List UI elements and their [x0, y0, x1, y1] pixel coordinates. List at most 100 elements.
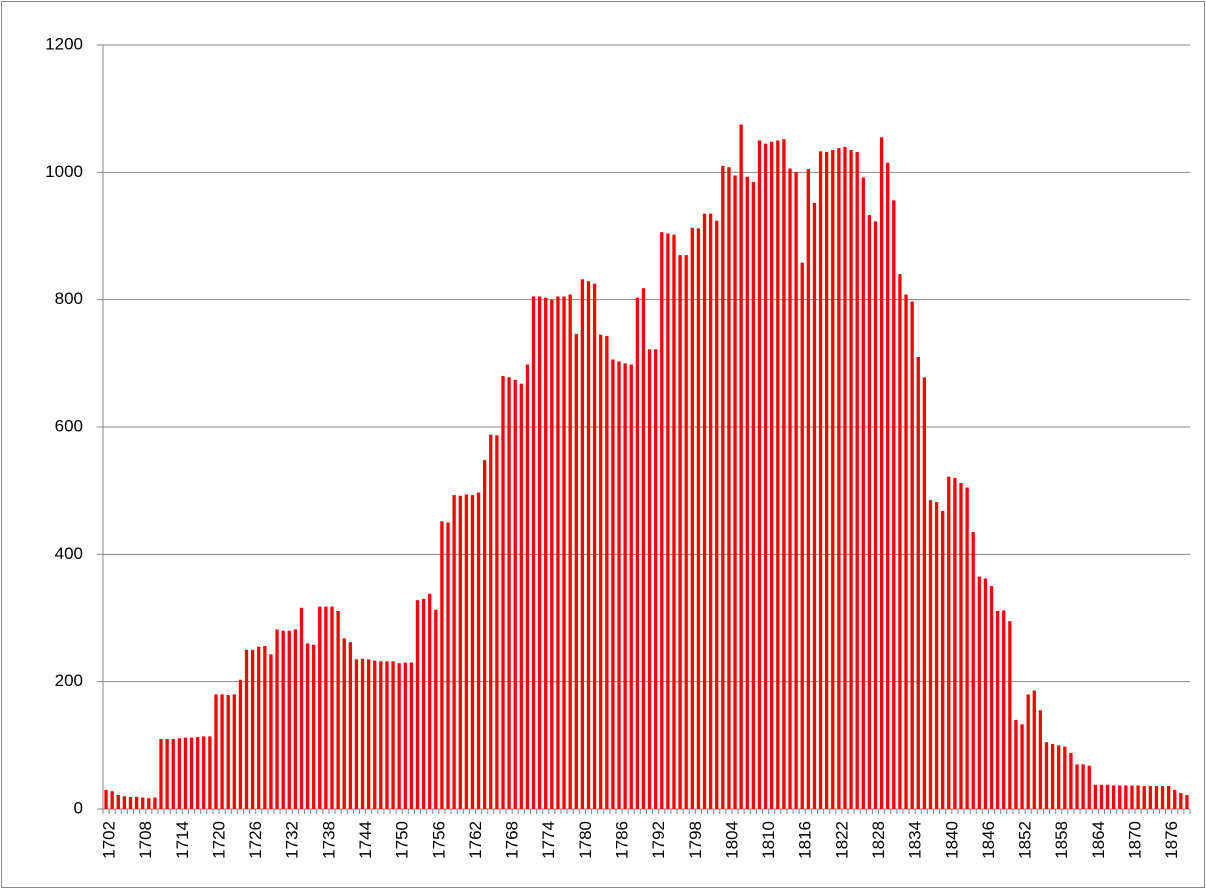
bar — [226, 695, 230, 809]
bar — [202, 736, 206, 809]
bar — [312, 644, 316, 809]
bar — [544, 297, 548, 809]
x-tick-label: 1840 — [942, 821, 961, 859]
x-tick-label: 1786 — [613, 821, 632, 859]
y-tick-label: 0 — [74, 798, 83, 817]
bar — [660, 232, 664, 809]
bar — [275, 629, 279, 809]
bar — [452, 495, 456, 809]
bar — [995, 610, 1000, 809]
bar — [403, 662, 407, 809]
bar — [354, 659, 359, 809]
bar — [635, 297, 639, 809]
bar — [1038, 710, 1043, 809]
bar — [476, 492, 481, 809]
x-tick-label: 1768 — [503, 821, 522, 859]
x-tick-label: 1870 — [1125, 821, 1144, 859]
x-tick-label: 1780 — [576, 821, 595, 859]
bar — [1118, 785, 1122, 809]
bar — [1112, 785, 1116, 809]
bar — [611, 359, 615, 809]
x-tick-label: 1816 — [796, 821, 815, 859]
bar — [1057, 745, 1061, 809]
x-tick-label: 1810 — [759, 821, 778, 859]
bar — [232, 694, 236, 809]
bar — [1173, 789, 1177, 809]
bar — [171, 738, 175, 809]
bar — [928, 500, 933, 809]
bar — [495, 435, 499, 809]
bar — [941, 511, 945, 809]
bar — [1093, 784, 1097, 809]
bar — [892, 200, 896, 809]
bar — [806, 169, 810, 809]
bar — [654, 349, 658, 809]
bar — [379, 661, 383, 809]
bar — [855, 151, 859, 809]
bar — [837, 148, 841, 809]
bar — [250, 649, 255, 809]
bar — [599, 334, 603, 809]
bar — [605, 335, 609, 809]
bar — [470, 495, 475, 809]
x-tick-label: 1852 — [1016, 821, 1035, 859]
bar — [739, 124, 743, 810]
bar — [794, 172, 798, 810]
bar — [305, 643, 310, 809]
bar — [1087, 765, 1091, 809]
bar — [629, 364, 633, 809]
bar — [1002, 610, 1006, 809]
bar — [269, 654, 273, 809]
x-tick-label: 1702 — [100, 821, 119, 859]
y-tick-label: 800 — [55, 289, 83, 308]
bar — [1124, 785, 1128, 809]
bar — [776, 140, 780, 809]
bar — [409, 662, 414, 809]
y-tick-label: 400 — [55, 544, 83, 563]
bar — [391, 661, 395, 809]
bar — [1050, 744, 1055, 809]
bar — [825, 151, 829, 809]
y-tick-label: 600 — [55, 416, 83, 435]
x-tick-label: 1708 — [136, 821, 155, 859]
bar — [702, 213, 707, 809]
x-tick-label: 1834 — [906, 821, 925, 859]
bar — [1160, 786, 1165, 809]
bar — [159, 738, 163, 809]
bar — [812, 202, 817, 810]
bar — [617, 361, 621, 809]
bar — [440, 521, 444, 809]
bar — [1185, 794, 1189, 809]
bar — [464, 494, 468, 809]
bar — [177, 738, 181, 809]
bar — [861, 177, 865, 810]
bar — [1142, 786, 1146, 809]
x-tick-label: 1804 — [722, 821, 741, 859]
bar — [623, 363, 627, 809]
bar — [165, 738, 169, 809]
x-tick-label: 1846 — [979, 821, 998, 859]
x-tick-label: 1756 — [429, 821, 448, 859]
bar — [989, 586, 994, 809]
bar — [715, 220, 719, 810]
bar — [757, 140, 762, 809]
bar — [556, 296, 560, 809]
bar — [953, 477, 957, 809]
bar — [110, 791, 114, 809]
bar — [574, 334, 578, 809]
bar — [293, 629, 298, 809]
bar — [922, 377, 927, 809]
bar — [189, 737, 194, 809]
bar — [983, 578, 988, 809]
bar — [134, 796, 139, 809]
x-tick-label: 1822 — [832, 821, 851, 859]
bar — [690, 227, 694, 809]
bar — [934, 502, 939, 809]
bar — [287, 630, 291, 809]
bar — [1166, 786, 1171, 809]
bar — [684, 255, 688, 810]
y-tick-label: 1000 — [45, 162, 83, 181]
x-tick-label: 1798 — [686, 821, 705, 859]
bar — [562, 296, 566, 809]
bar — [1130, 785, 1134, 809]
